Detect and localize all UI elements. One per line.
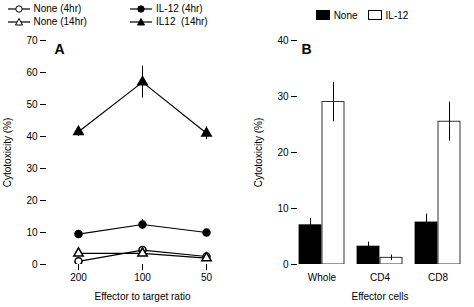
svg-text:50: 50: [201, 272, 213, 283]
svg-text:200: 200: [70, 272, 87, 283]
svg-text:CD4: CD4: [370, 272, 390, 283]
html-text:IL-12 (4hr): IL-12 (4hr): [156, 3, 203, 14]
svg-text:Whole: Whole: [308, 272, 337, 283]
svg-text:Effector cells: Effector cells: [351, 291, 408, 302]
svg-text:50: 50: [26, 99, 38, 110]
svg-text:40: 40: [26, 131, 38, 142]
svg-text:10: 10: [26, 227, 38, 238]
svg-text:0: 0: [283, 259, 289, 270]
html-text:None (14hr): None (14hr): [33, 16, 87, 27]
svg-text:30: 30: [26, 163, 38, 174]
svg-text:20: 20: [26, 195, 38, 206]
svg-text:60: 60: [26, 67, 38, 78]
svg-text:Cytotoxicity (%): Cytotoxicity (%): [253, 118, 264, 187]
html-text:IL-12: IL-12: [385, 9, 409, 21]
svg-text:20: 20: [277, 147, 289, 158]
svg-text:30: 30: [277, 91, 289, 102]
svg-text:A: A: [55, 41, 65, 57]
html-text:None (4hr): None (4hr): [33, 3, 82, 14]
svg-text:Cytotoxicity (%): Cytotoxicity (%): [2, 118, 13, 187]
svg-text:10: 10: [277, 203, 289, 214]
svg-text:40: 40: [277, 35, 289, 46]
svg-text:0: 0: [32, 259, 38, 270]
svg-text:CD8: CD8: [428, 272, 448, 283]
svg-text:B: B: [302, 41, 312, 57]
html-text:None: None: [333, 9, 358, 21]
svg-text:70: 70: [26, 35, 38, 46]
svg-text:100: 100: [134, 272, 151, 283]
html-text:IL12 (14hr): IL12 (14hr): [156, 16, 208, 27]
svg-text:Effector to target ratio: Effector to target ratio: [95, 291, 191, 302]
